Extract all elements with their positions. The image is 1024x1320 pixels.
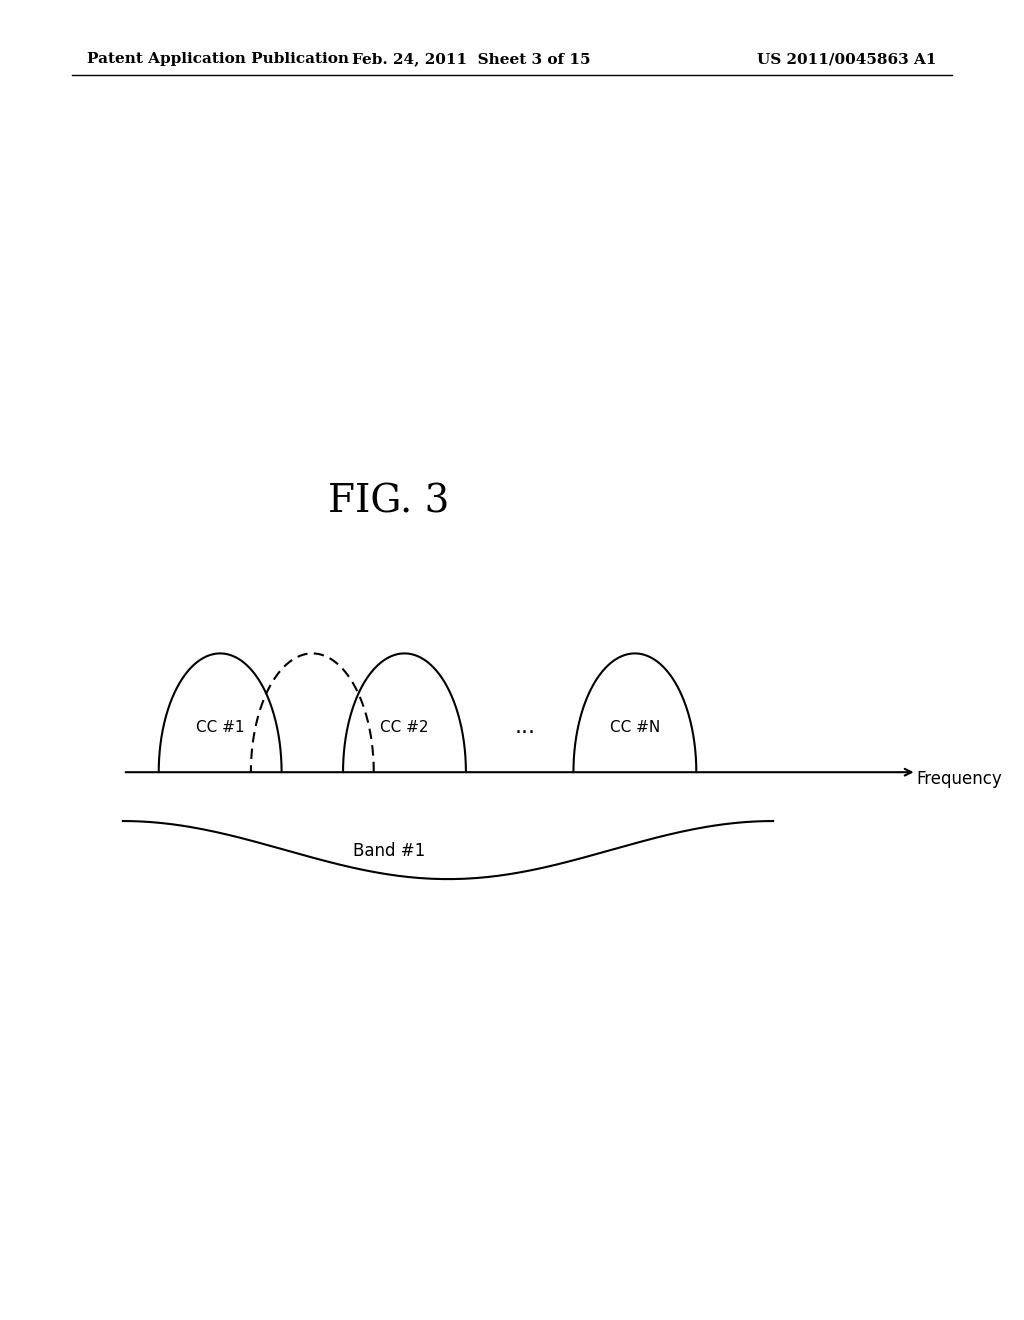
Text: Band #1: Band #1 xyxy=(353,842,425,861)
Text: CC #2: CC #2 xyxy=(380,719,429,734)
Text: Patent Application Publication: Patent Application Publication xyxy=(87,53,349,66)
Text: Frequency: Frequency xyxy=(916,770,1002,788)
Text: CC #N: CC #N xyxy=(609,719,660,734)
Text: ...: ... xyxy=(515,717,536,737)
Text: Feb. 24, 2011  Sheet 3 of 15: Feb. 24, 2011 Sheet 3 of 15 xyxy=(352,53,590,66)
Text: CC #1: CC #1 xyxy=(196,719,245,734)
Text: FIG. 3: FIG. 3 xyxy=(329,483,450,520)
Text: US 2011/0045863 A1: US 2011/0045863 A1 xyxy=(758,53,937,66)
